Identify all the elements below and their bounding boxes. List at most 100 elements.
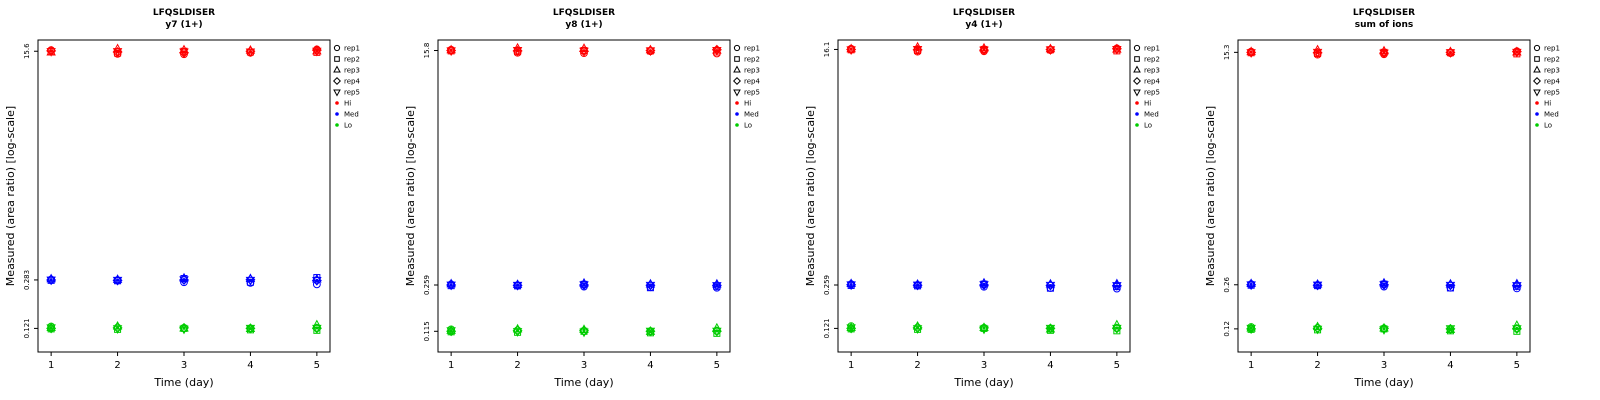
- triangle-down-marker: [46, 324, 56, 334]
- plot-subtitle: y7 (1+): [165, 20, 202, 30]
- triangle-down-marker: [579, 281, 589, 291]
- mean-point-hi: [515, 49, 520, 53]
- plot-title: LFQSLDISER: [953, 8, 1015, 18]
- triangle-down-marker: [1045, 46, 1056, 56]
- x-axis-label: Time (day): [553, 376, 613, 389]
- legend-dot-med: [1535, 112, 1539, 116]
- triangle-up-marker: [1445, 46, 1456, 56]
- mean-point-hi: [582, 49, 586, 53]
- legend-dot-lo: [735, 123, 739, 127]
- mean-point-hi: [1515, 50, 1519, 54]
- mean-point-hi: [449, 48, 453, 52]
- plot-svg-4: LFQSLDISER sum of ions 1 2 3 4 5 Time (day) 15.3…: [1204, 8, 1560, 389]
- y-tick-label: 15.3: [1223, 45, 1231, 61]
- y-axis-label: Measured (area ratio) [log-scale]: [404, 106, 417, 286]
- mean-point-lo: [1382, 327, 1386, 331]
- legend-label-rep4: rep4: [1544, 78, 1560, 86]
- mean-point-lo: [315, 326, 319, 330]
- y-tick-label: 0.283: [23, 270, 31, 290]
- mean-point-hi: [115, 50, 120, 54]
- chart-panel-y7: LFQSLDISER y7 (1+) 1 2 3 4 5 Time (day) 15.6 0.28…: [0, 0, 400, 400]
- triangle-down-marker: [579, 328, 589, 338]
- legend-label-Lo: Lo: [1144, 122, 1152, 130]
- triangle-down-marker: [512, 281, 523, 291]
- mean-point-lo: [849, 326, 853, 330]
- triangle-up-marker: [645, 44, 656, 54]
- triangle-down-marker: [1379, 49, 1389, 59]
- triangle-down-marker: [179, 48, 189, 58]
- triangle-up-marker: [733, 65, 741, 73]
- triangle-up-marker: [1246, 46, 1256, 56]
- x-tick-label: 1: [1248, 360, 1254, 371]
- triangle-up-marker: [846, 43, 856, 53]
- mean-point-med: [1115, 284, 1119, 288]
- mean-point-lo: [248, 327, 253, 331]
- mean-point-hi: [315, 49, 319, 53]
- diamond-marker: [1133, 77, 1141, 85]
- triangle-down-marker: [1512, 325, 1522, 334]
- mean-point-hi: [715, 49, 719, 53]
- y-tick-label: 16.1: [823, 42, 831, 58]
- x-tick-label: 3: [1381, 360, 1387, 371]
- legend-label-Hi: Hi: [744, 100, 751, 108]
- plot-subtitle: sum of ions: [1355, 20, 1414, 30]
- diamond-marker: [333, 77, 341, 85]
- mean-point-med: [582, 283, 586, 287]
- triangle-down-marker: [1512, 282, 1522, 291]
- x-axis-label: Time (day): [1353, 376, 1413, 389]
- triangle-up-marker: [912, 278, 923, 288]
- triangle-down-marker: [1112, 45, 1122, 55]
- triangle-up-marker: [1045, 43, 1056, 53]
- square-marker: [734, 56, 740, 62]
- triangle-up-marker: [1246, 322, 1256, 332]
- plot-box: [37, 39, 331, 353]
- triangle-down-marker: [1512, 48, 1522, 58]
- triangle-down-marker: [979, 325, 989, 335]
- legend-dot-med: [735, 112, 739, 116]
- mean-point-lo: [1315, 326, 1320, 331]
- mean-point-hi: [1249, 50, 1253, 54]
- y-tick-label: 0.115: [423, 321, 431, 341]
- legend-label-Med: Med: [1544, 111, 1559, 119]
- plot-subtitle: y8 (1+): [565, 20, 602, 30]
- mean-point-lo: [915, 326, 920, 330]
- triangle-down-marker: [846, 281, 856, 291]
- legend-dot-hi: [335, 101, 339, 105]
- triangle-down-marker: [46, 276, 56, 286]
- legend-label-Hi: Hi: [1144, 100, 1151, 108]
- triangle-down-marker: [1133, 89, 1141, 97]
- legend-label-rep1: rep1: [1144, 45, 1160, 53]
- x-tick-label: 5: [714, 360, 720, 371]
- legend-label-rep4: rep4: [744, 78, 760, 86]
- triangle-down-marker: [179, 276, 189, 286]
- triangle-down-marker: [1246, 324, 1256, 334]
- triangle-down-marker: [645, 281, 656, 291]
- triangle-down-marker: [112, 325, 123, 334]
- triangle-down-marker: [245, 324, 256, 334]
- chart-panel-y8: LFQSLDISER y8 (1+) 1 2 3 4 5 Time (day) 15.8 0.25…: [400, 0, 800, 400]
- mean-point-hi: [849, 47, 853, 51]
- x-tick-label: 2: [514, 360, 520, 371]
- triangle-down-marker: [712, 47, 722, 56]
- mean-point-med: [648, 284, 653, 288]
- circle-marker: [333, 44, 341, 52]
- triangle-down-marker: [1112, 282, 1122, 291]
- legend-label-rep3: rep3: [1144, 67, 1160, 75]
- plot-title: LFQSLDISER: [1353, 8, 1415, 18]
- triangle-down-marker: [333, 89, 341, 97]
- triangle-up-marker: [1379, 322, 1389, 332]
- legend-label-rep4: rep4: [344, 78, 360, 86]
- square-marker: [1534, 56, 1540, 62]
- triangle-up-marker: [446, 325, 456, 334]
- plot-box: [837, 39, 1131, 353]
- triangle-down-marker: [912, 281, 923, 291]
- mean-point-med: [715, 284, 719, 288]
- x-tick-label: 3: [181, 360, 187, 371]
- legend-label-rep4: rep4: [1144, 78, 1160, 86]
- legend-label-rep3: rep3: [744, 67, 760, 75]
- triangle-down-marker: [1533, 89, 1541, 97]
- mean-point-med: [248, 279, 253, 283]
- y-tick-label: 15.6: [23, 43, 31, 59]
- legend-label-Lo: Lo: [344, 122, 352, 130]
